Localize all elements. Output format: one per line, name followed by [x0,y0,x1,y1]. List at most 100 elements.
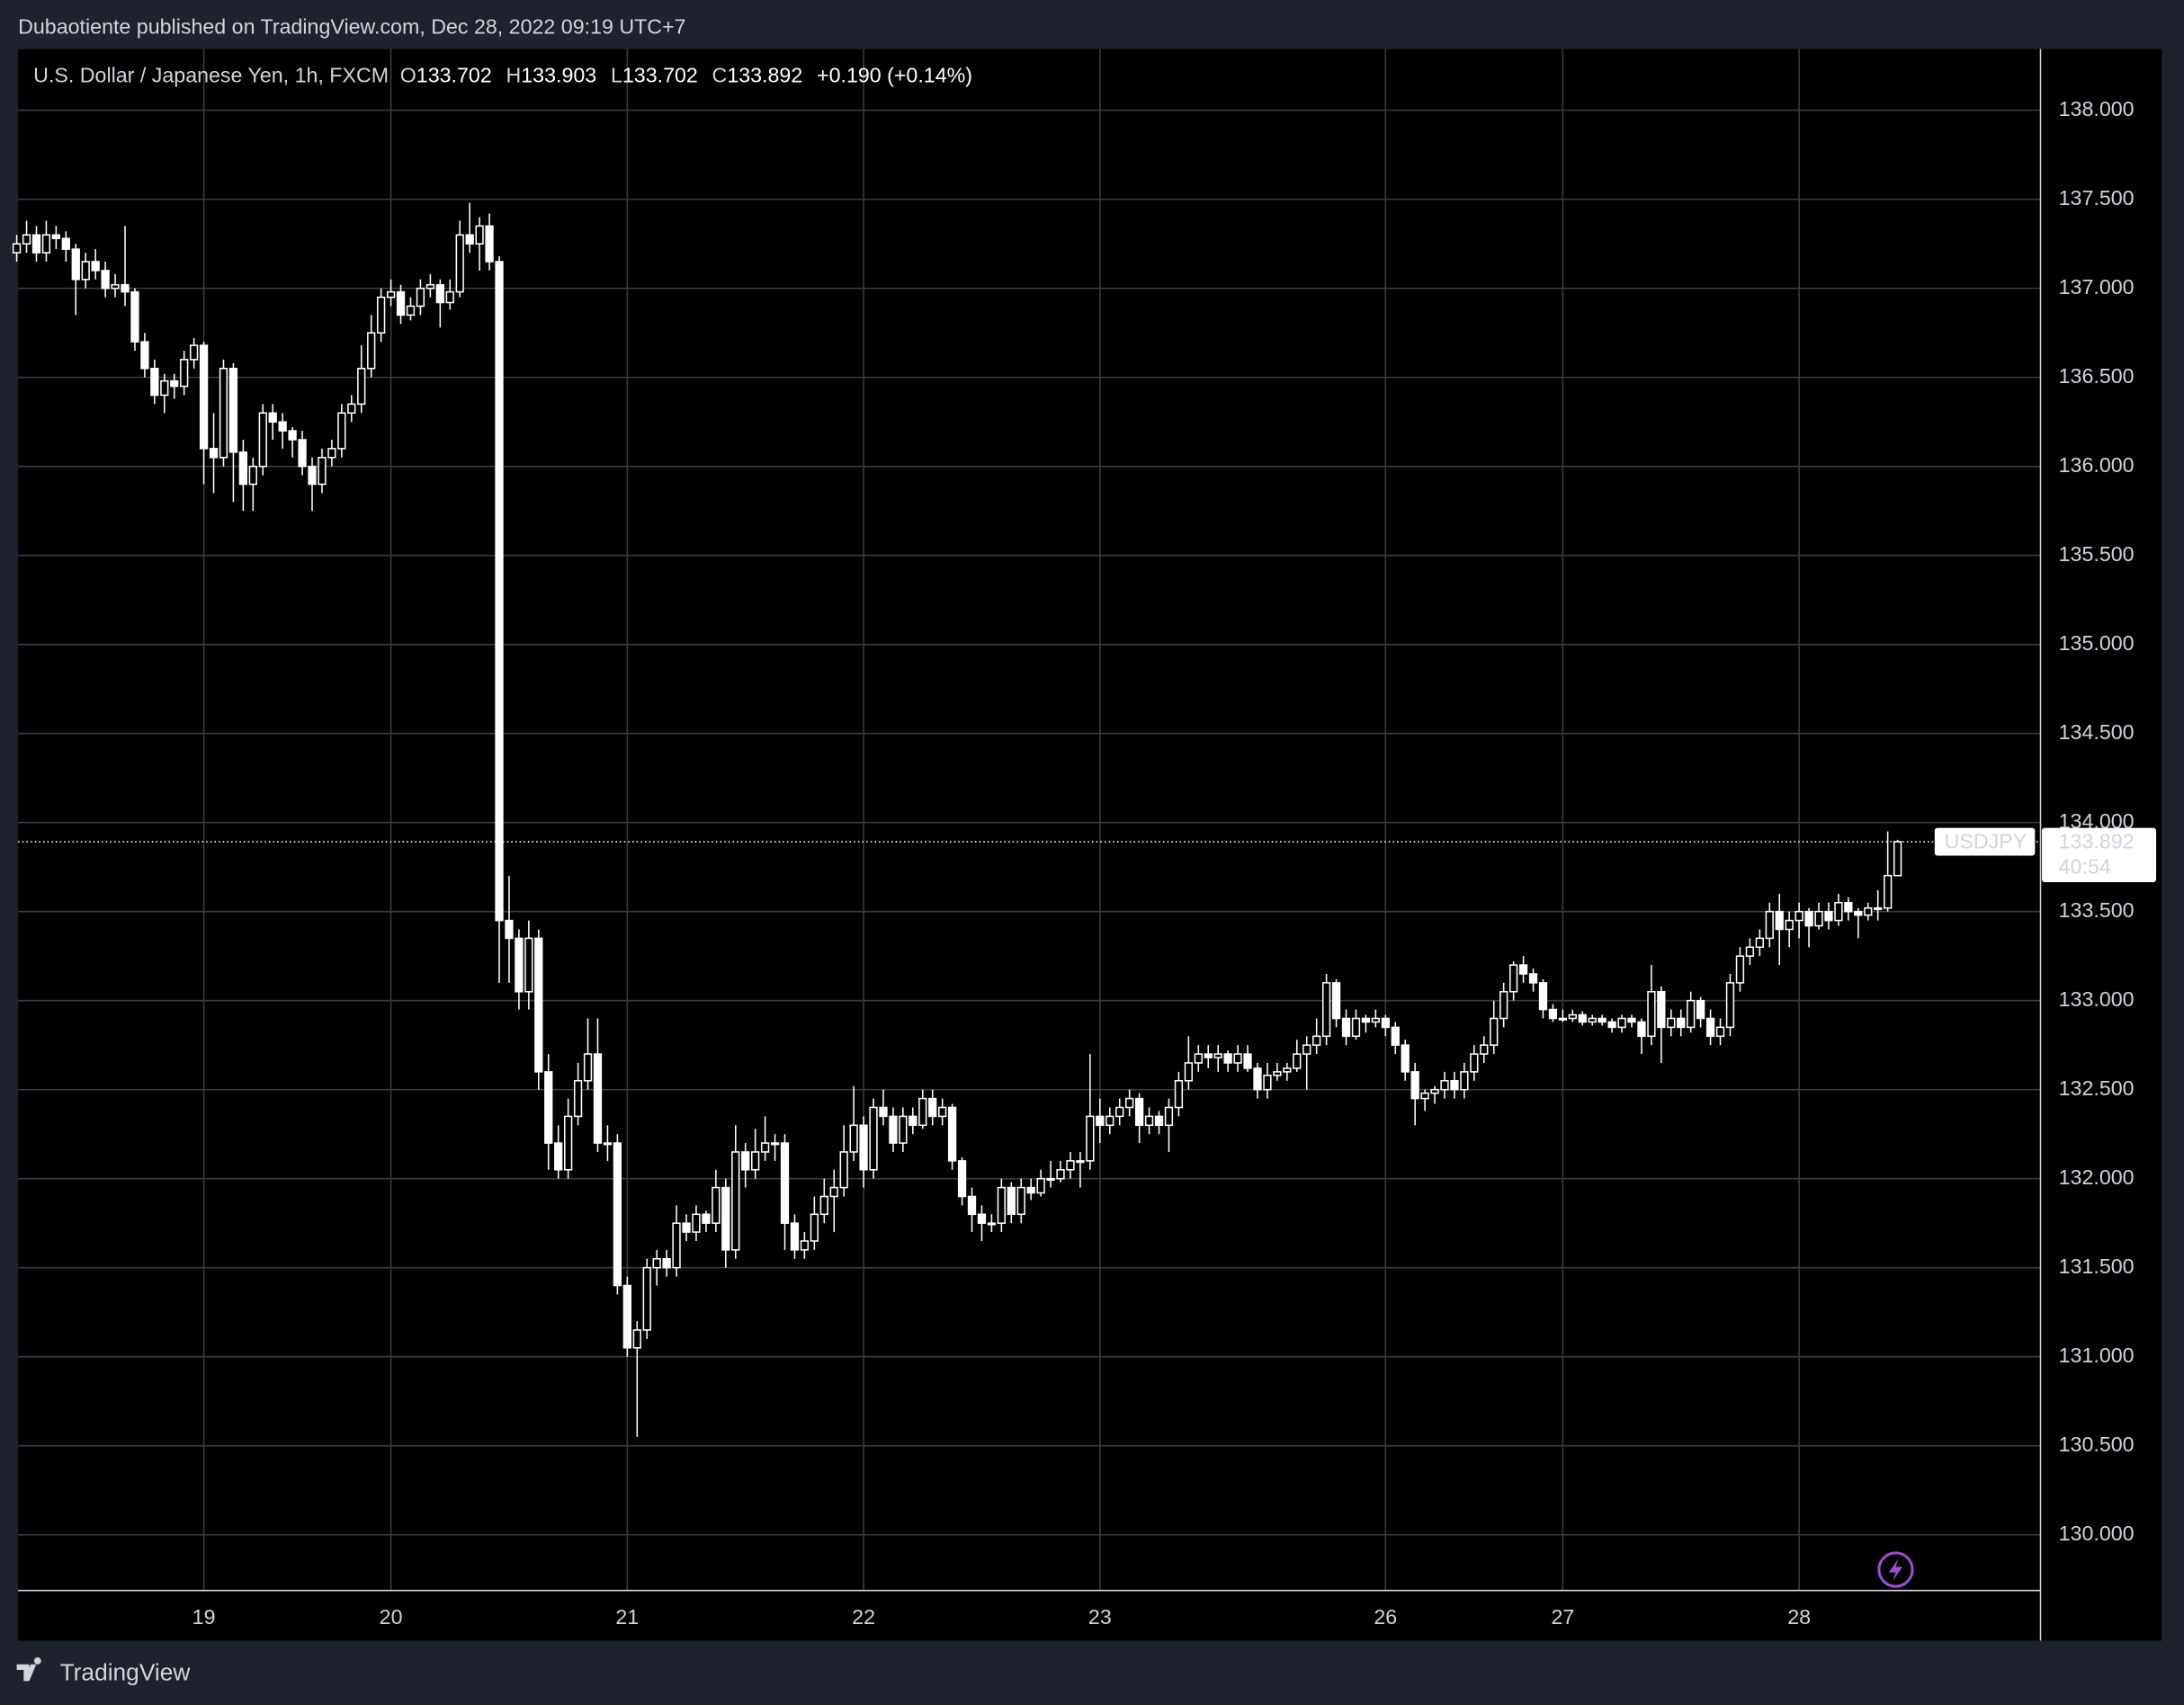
candle-body [1617,1017,1626,1029]
candle-body [702,1213,711,1224]
candle-body [810,1213,819,1242]
candle-body [1844,902,1853,913]
candle-body [1134,1097,1144,1127]
candle-body [534,937,543,1073]
candle-body [337,412,346,450]
attribution: Dubaotiente published on TradingView.com… [18,14,685,38]
candle-body [544,1071,553,1144]
candle-body [505,919,514,940]
candle-body [1105,1115,1114,1127]
candle-body [406,305,416,317]
candle-body [180,359,189,388]
candle-body [416,287,425,308]
candle-body [1696,999,1705,1020]
candle-body [1538,982,1548,1011]
candle-body [899,1115,908,1144]
candle-body [1518,964,1528,975]
ticker-label: USDJPY [1945,830,2027,853]
candle-body [1391,1026,1400,1046]
candle-body [1745,946,1755,957]
candle-body [1765,910,1774,940]
ohlc-label: C [712,64,728,87]
candle-body [1854,910,1863,916]
candle-body [692,1213,701,1233]
candle-body [445,290,454,304]
candle-body [1588,1017,1597,1023]
candle-body [1036,1177,1045,1194]
candle-body [1154,1115,1164,1127]
ohlc-value: 133.702 [416,64,492,87]
candle-body [71,248,80,281]
candle-body [515,937,524,993]
candle-body [1223,1053,1232,1064]
candle-body [1893,841,1902,877]
candle-body [1331,982,1341,1020]
candle-body [1046,1177,1055,1182]
candle-body [1361,1017,1371,1023]
candle-body [1598,1017,1607,1023]
x-tick-label: 19 [192,1605,216,1629]
candle-body [268,412,277,423]
candle-body [1568,1013,1577,1020]
candle-body [1735,955,1745,984]
candle-body [1293,1053,1302,1069]
candle-body [1263,1075,1272,1091]
last-price-label: 133.892 [2059,830,2135,853]
candle-body [524,937,533,993]
y-tick-label: 131.500 [2059,1254,2135,1278]
candle-body [622,1284,631,1349]
y-tick-label: 135.000 [2059,631,2135,655]
y-tick-label: 132.000 [2059,1165,2135,1189]
candle-body [1233,1053,1242,1064]
candle-body [790,1222,800,1251]
candle-body [1204,1053,1213,1058]
candle-body [554,1142,563,1171]
candle-body [140,341,149,370]
candle-body [1115,1106,1124,1118]
candle-body [219,367,228,459]
candle-body [1705,1017,1715,1038]
icon-ring [1877,1551,1914,1588]
candle-body [1667,1017,1676,1029]
ohlc-value: 133.903 [521,64,596,87]
candle-body [662,1258,671,1269]
candle-body [22,234,31,245]
candle-body [61,237,70,250]
candle-body [435,283,444,304]
candle-body [938,1106,947,1118]
y-tick-label: 134.500 [2059,720,2135,744]
candle-body [603,1142,613,1146]
candle-body [101,270,110,290]
candle-body [1125,1097,1134,1109]
legend: U.S. Dollar / Japanese Yen, 1h, FXCM O13… [33,64,972,87]
ohlc-label: H [506,64,521,87]
candle-body [564,1115,573,1171]
countdown: 40:54 [2059,855,2111,879]
x-tick-label: 20 [380,1605,403,1629]
candle-body [238,451,248,486]
ohlc-label: O [400,64,416,87]
candle-body [12,243,22,254]
candle-body [829,1186,838,1198]
candle-body [1016,1186,1025,1216]
candle-body [928,1097,937,1118]
candle-body [121,283,130,293]
candle-body [859,1124,868,1171]
candle-body [1410,1071,1419,1100]
candle-body [1283,1067,1292,1073]
candle-body [475,225,484,245]
candle-body [1321,982,1331,1038]
symbol: U.S. Dollar / Japanese Yen, 1h, FXCM [33,64,389,87]
candle-body [1558,1017,1568,1021]
candle-body [1637,1021,1646,1038]
candle-body [189,344,199,361]
lightning-icon [1877,1551,1914,1588]
candle-body [780,1142,790,1224]
y-tick-label: 135.500 [2059,542,2135,566]
candle-body [1508,964,1518,993]
y-tick-label: 136.000 [2059,453,2135,477]
candle-body [731,1151,740,1251]
icon-bolt [1888,1558,1903,1581]
candle-body [613,1142,622,1287]
candle-body [1401,1044,1410,1073]
